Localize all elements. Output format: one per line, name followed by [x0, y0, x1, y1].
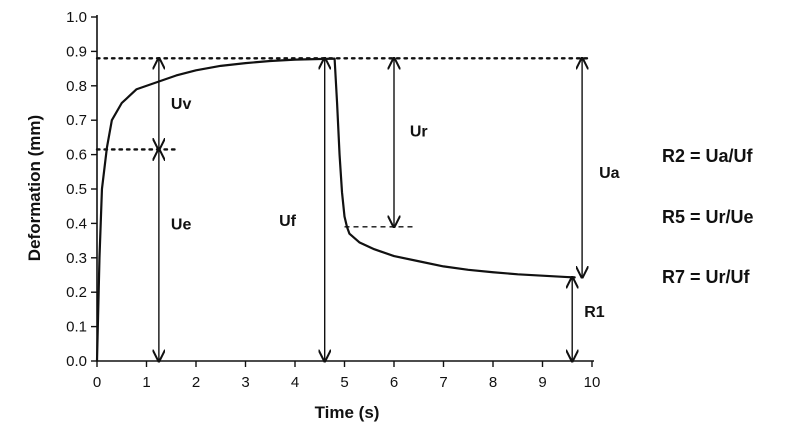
formula-r7: R7 = Ur/Uf — [662, 267, 750, 287]
annotation-label: Ua — [599, 165, 620, 182]
formula-r5: R5 = Ur/Ue — [662, 207, 754, 227]
x-tick-label: 4 — [291, 374, 299, 391]
y-tick-label: 1.0 — [66, 9, 87, 26]
y-axis-title: Deformation (mm) — [25, 115, 44, 261]
y-tick-label: 0.9 — [66, 43, 87, 60]
deformation-curve — [95, 57, 576, 363]
annotations: Uv Ue Uf Ur Ua R1 — [159, 58, 620, 361]
y-tick-label: 0.5 — [66, 181, 87, 198]
y-tick-label: 0.0 — [66, 353, 87, 370]
formula-r2: R2 = Ua/Uf — [662, 146, 753, 166]
y-tick-label: 0.2 — [66, 284, 87, 301]
x-tick-label: 2 — [192, 374, 200, 391]
y-tick-label: 0.6 — [66, 147, 87, 164]
ticks: 0 1 2 3 4 5 6 7 8 9 10 0.0 0.1 0.2 0.3 0.4 0.5 0.6 0.7 0.8 0… — [66, 9, 600, 391]
y-tick-label: 0.4 — [66, 215, 87, 232]
x-tick-label: 6 — [390, 374, 398, 391]
annotation-label: Ue — [171, 216, 192, 233]
axes — [96, 15, 594, 362]
annotation-label: R1 — [584, 304, 605, 321]
y-tick-label: 0.7 — [66, 112, 87, 129]
x-axis-title: Time (s) — [315, 403, 380, 422]
annotation-label: Ur — [410, 124, 428, 141]
x-tick-label: 1 — [142, 374, 150, 391]
reference-lines — [95, 57, 594, 228]
x-tick-label: 10 — [584, 374, 601, 391]
y-tick-label: 0.1 — [66, 319, 87, 336]
x-tick-label: 3 — [241, 374, 249, 391]
x-tick-label: 9 — [538, 374, 546, 391]
series — [95, 57, 576, 363]
x-tick-label: 8 — [489, 374, 497, 391]
x-tick-label: 0 — [93, 374, 101, 391]
x-tick-label: 7 — [439, 374, 447, 391]
annotation-label: Uv — [171, 96, 192, 113]
y-tick-label: 0.8 — [66, 78, 87, 95]
y-tick-label: 0.3 — [66, 250, 87, 267]
x-tick-label: 5 — [340, 374, 348, 391]
annotation-label: Uf — [279, 213, 297, 230]
